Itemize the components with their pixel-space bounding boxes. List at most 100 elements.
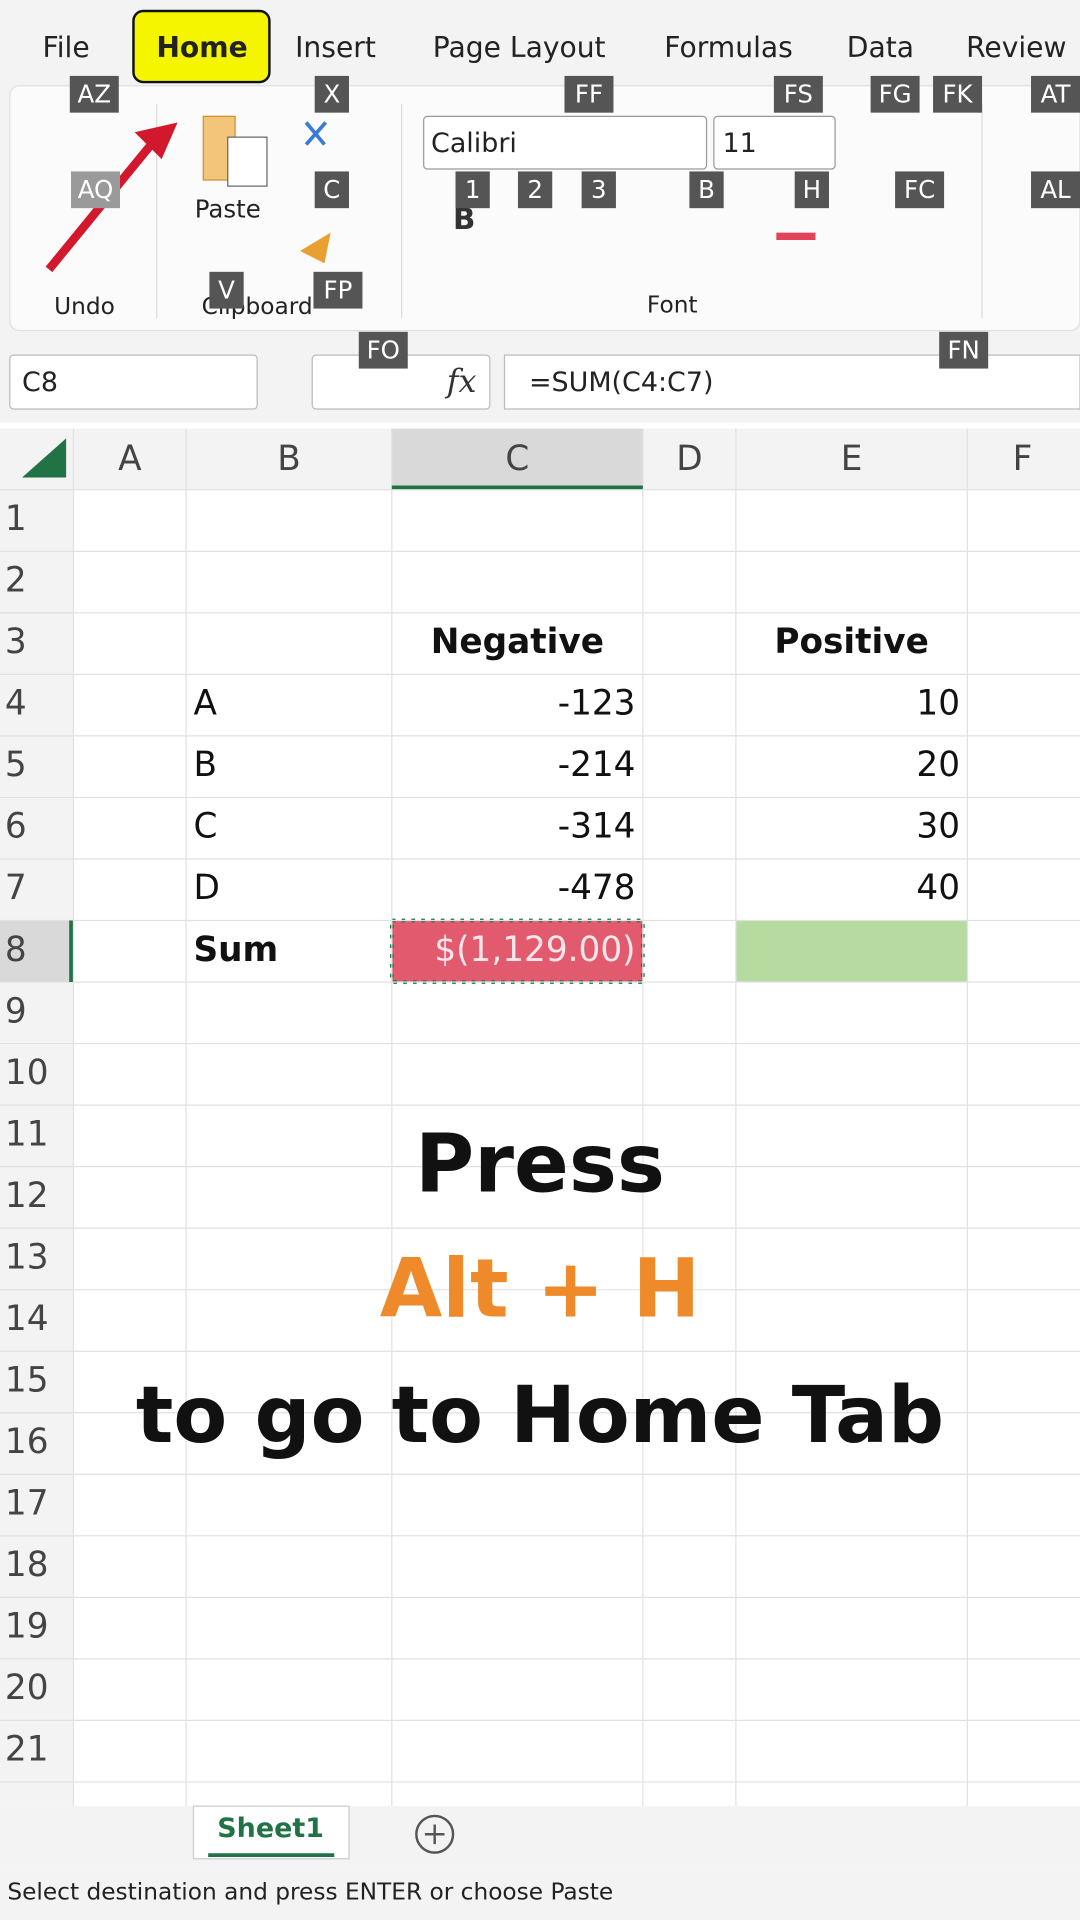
cell: 10 <box>916 684 960 724</box>
ribbon-tab[interactable]: Data <box>847 31 914 64</box>
ribbon-tab[interactable]: Review <box>966 31 1066 64</box>
formula: =SUM(C4:C7) <box>529 367 714 398</box>
row-header: 8 <box>5 930 27 970</box>
keytip-bg <box>564 75 614 113</box>
row-header: 9 <box>5 991 27 1031</box>
col-header: F <box>1013 439 1033 479</box>
keytip-bg <box>71 171 120 209</box>
row-header: 11 <box>5 1114 49 1154</box>
row-header: 2 <box>5 561 27 601</box>
keytip-bg <box>581 171 616 209</box>
col-header: C <box>505 439 529 479</box>
keytip: 2 <box>527 175 543 204</box>
row-header: 14 <box>5 1299 49 1339</box>
keytip-bg <box>1031 171 1080 209</box>
add-sheet <box>424 1824 445 1845</box>
keytip: 3 <box>591 175 607 204</box>
sheet-tab[interactable] <box>192 1805 350 1860</box>
ribbon-tab[interactable]: Formulas <box>664 31 793 64</box>
group-label: Font <box>647 292 698 319</box>
keytip: FS <box>784 80 813 109</box>
arrow-head <box>134 122 178 160</box>
row-header: 4 <box>5 684 27 724</box>
keytip: B <box>698 175 715 204</box>
row-header: 16 <box>5 1422 49 1462</box>
row-header: 20 <box>5 1668 49 1708</box>
name-box[interactable] <box>9 354 258 410</box>
ribbon-tab[interactable]: Insert <box>295 31 376 64</box>
cell: -314 <box>558 807 636 847</box>
fx: fx <box>445 362 477 400</box>
cell: A <box>193 684 217 724</box>
font-box[interactable] <box>423 115 708 170</box>
sheet-tab-label[interactable]: Sheet1 <box>217 1813 324 1844</box>
cell: 40 <box>916 868 960 908</box>
cell: B <box>193 745 217 785</box>
row-header: 13 <box>5 1237 49 1277</box>
col-header: A <box>118 439 142 479</box>
keytip: AQ <box>78 175 114 204</box>
grid: A B C D E F123456789101112131415161718192021N… <box>0 428 1080 1845</box>
keytip: AL <box>1040 175 1071 204</box>
keytip: AZ <box>78 80 112 109</box>
row-header: 19 <box>5 1607 49 1647</box>
cell: D <box>193 868 219 908</box>
fill-color[interactable] <box>776 232 816 240</box>
cut-icon[interactable] <box>304 121 328 146</box>
cell: -214 <box>558 745 636 785</box>
bold-icon[interactable]: B <box>453 202 475 236</box>
paste-label: Paste <box>195 195 261 224</box>
keytip: FF <box>575 80 603 109</box>
row-header: 5 <box>5 745 27 785</box>
keytip-bg <box>794 171 829 209</box>
keytip-bg <box>933 75 983 113</box>
keytip-bg <box>870 75 920 113</box>
overlay: Press Alt + H to go to Home Tab <box>136 1117 944 1461</box>
keytip-bg <box>313 271 363 309</box>
row-header: 18 <box>5 1545 49 1585</box>
keytip-bg <box>314 171 349 209</box>
keytip-bg <box>1031 75 1080 113</box>
keytip: H <box>803 175 821 204</box>
tab-bar <box>0 1806 1080 1868</box>
row-header: 6 <box>5 807 27 847</box>
row-header: 21 <box>5 1730 49 1770</box>
keytip: X <box>323 80 340 109</box>
keytip-bg <box>895 171 945 209</box>
keytips: AZ X FF FS FG FK AT AQ C 1 2 3 B H FC AL V FP FO FN <box>69 75 1080 369</box>
keytip: V <box>218 275 235 304</box>
font-size: 11 <box>722 128 756 159</box>
cell: C <box>193 807 217 847</box>
ribbon-tab[interactable]: Home <box>156 31 247 64</box>
cell: -123 <box>558 684 636 724</box>
cell: 20 <box>916 745 960 785</box>
add-sheet[interactable] <box>415 1814 455 1854</box>
active-col <box>391 428 643 490</box>
overlay-text: Press <box>415 1117 665 1211</box>
row-header: 1 <box>5 499 27 539</box>
keytip: FO <box>367 335 400 364</box>
size-box[interactable] <box>713 115 836 170</box>
home-highlight <box>132 9 271 84</box>
ribbon-tab[interactable]: File <box>43 31 90 64</box>
active-row <box>0 920 74 983</box>
status-text: Select destination and press ENTER or ch… <box>7 1879 613 1906</box>
keytip-bg <box>69 75 119 113</box>
cell: Positive <box>774 622 929 662</box>
keytip-bg <box>209 271 244 309</box>
col-header: B <box>277 439 301 479</box>
painter-icon[interactable] <box>300 232 331 264</box>
row-header: 3 <box>5 622 27 662</box>
row-header-bg <box>0 428 74 1807</box>
col-header: E <box>841 439 863 479</box>
row-header: 17 <box>5 1484 49 1524</box>
keytip-bg <box>773 75 823 113</box>
keytip: FC <box>904 175 935 204</box>
row-header: 7 <box>5 868 27 908</box>
paste-icon <box>227 136 268 187</box>
keytip: FN <box>947 335 979 364</box>
keytip-bg <box>689 171 724 209</box>
ribbon-tab[interactable]: Page Layout <box>433 31 606 64</box>
keytip: FP <box>324 275 353 304</box>
